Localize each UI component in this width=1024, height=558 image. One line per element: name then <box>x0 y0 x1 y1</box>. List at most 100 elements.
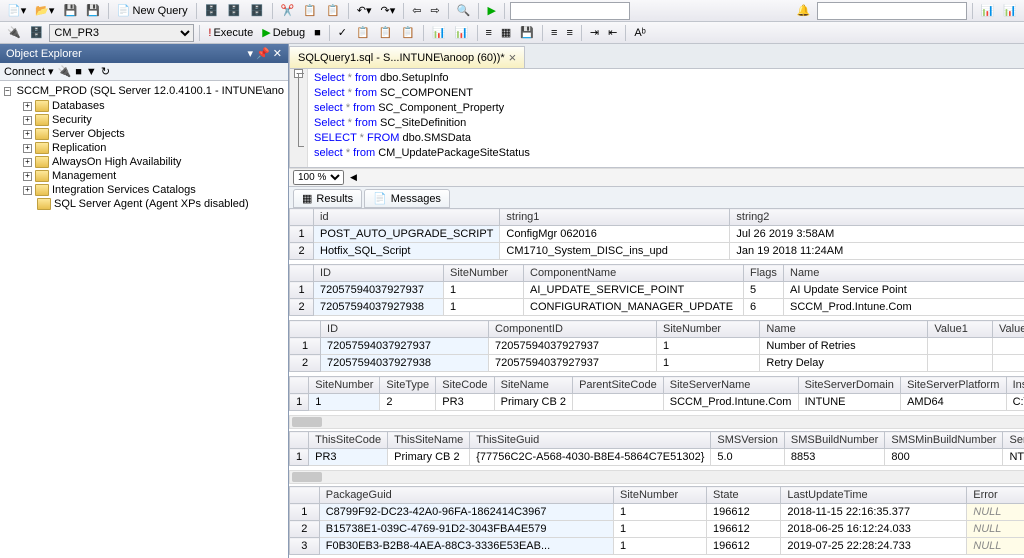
messages-tab[interactable]: 📄 Messages <box>364 189 450 208</box>
open-icon[interactable]: 📂▾ <box>32 3 57 18</box>
query-options-icon[interactable]: 📋 <box>376 25 396 40</box>
cut-icon[interactable]: ✂️ <box>278 3 298 18</box>
table-row[interactable]: 2B15738E1-039C-4769-91D2-3043FBA4E579119… <box>290 521 1024 538</box>
stop-icon[interactable]: ■ <box>75 66 82 78</box>
object-explorer-panel: Object Explorer ▾ 📌 ✕ Connect ▾ 🔌 ■ ▼ ↻ … <box>0 44 289 558</box>
new-query-button[interactable]: 📄 New Query <box>114 3 191 18</box>
result-grid: ThisSiteCodeThisSiteNameThisSiteGuidSMSV… <box>289 431 1024 466</box>
registered-servers-icon[interactable]: 📊 <box>978 3 998 18</box>
refresh-icon[interactable]: ↻ <box>101 65 110 78</box>
tree-node[interactable]: SQL Server Agent (Agent XPs disabled) <box>2 197 286 211</box>
table-row[interactable]: 112PR3Primary CB 2SCCM_Prod.Intune.ComIN… <box>290 394 1024 411</box>
table-row[interactable]: 1PR3Primary CB 2{77756C2C-A568-4030-B8E4… <box>290 449 1024 466</box>
activity-icon[interactable]: 🔔 <box>794 3 814 18</box>
folder-icon <box>35 100 49 112</box>
sql-editor[interactable]: − Select * from dbo.SetupInfoSelect * fr… <box>289 68 1024 168</box>
table-row[interactable]: 272057594037927938720575940379279371Retr… <box>290 355 1024 372</box>
folder-icon <box>35 142 49 154</box>
db-icon-3[interactable]: 🗄️ <box>247 3 267 18</box>
results-area: idstring1string21POST_AUTO_UPGRADE_SCRIP… <box>289 208 1024 558</box>
table-row[interactable]: 1POST_AUTO_UPGRADE_SCRIPTConfigMgr 06201… <box>290 226 1024 243</box>
query-tab[interactable]: SQLQuery1.sql - S...INTUNE\anoop (60))* … <box>289 46 525 68</box>
db-icon-1[interactable]: 🗄️ <box>202 3 222 18</box>
folder-icon <box>35 114 49 126</box>
include-stats-icon[interactable]: 📊 <box>452 25 472 40</box>
folder-icon <box>35 170 49 182</box>
connect-button[interactable]: Connect ▾ <box>4 65 54 78</box>
hscrollbar[interactable] <box>289 415 1024 429</box>
debug-button[interactable]: ▶ Debug <box>259 25 308 40</box>
result-grid: IDSiteNumberComponentNameFlagsName172057… <box>289 264 1024 316</box>
db-icon-2[interactable]: 🗄️ <box>224 3 244 18</box>
intellisense-icon[interactable]: 📋 <box>398 25 418 40</box>
main-toolbar-2: 🔌 🗄️ CM_PR3 ! Execute ▶ Debug ■ ✓ 📋 📋 📋 … <box>0 22 1024 44</box>
tree-node[interactable]: +Server Objects <box>2 127 286 141</box>
table-row[interactable]: 2Hotfix_SQL_ScriptCM1710_System_DISC_ins… <box>290 243 1024 260</box>
cancel-exec-icon[interactable]: ■ <box>311 26 324 40</box>
est-plan-icon[interactable]: 📋 <box>353 25 373 40</box>
tree-node[interactable]: +Integration Services Catalogs <box>2 183 286 197</box>
close-tab-icon[interactable]: × <box>509 50 517 65</box>
table-row[interactable]: 2720575940379279381CONFIGURATION_MANAGER… <box>290 299 1024 316</box>
table-row[interactable]: 3F0B30EB3-B2B8-4AEA-88C3-3336E53EAB...11… <box>290 538 1024 555</box>
copy-icon[interactable]: 📋 <box>300 3 320 18</box>
main-toolbar-1: 📄▾ 📂▾ 💾 💾 📄 New Query 🗄️ 🗄️ 🗄️ ✂️ 📋 📋 ↶▾… <box>0 0 1024 22</box>
redo-icon[interactable]: ↷▾ <box>378 3 399 18</box>
table-row[interactable]: 1C8799F92-DC23-42A0-96FA-1862414C3967119… <box>290 504 1024 521</box>
editor-tab-bar: SQLQuery1.sql - S...INTUNE\anoop (60))* … <box>289 44 1024 68</box>
obj-explorer-icon[interactable]: 📊 <box>1000 3 1020 18</box>
pin-icon[interactable]: ▾ 📌 <box>247 48 269 60</box>
result-grid: IDComponentIDSiteNumberNameValue1Value2V… <box>289 320 1024 372</box>
results-tab-bar: ▦ Results 📄 Messages <box>289 186 1024 208</box>
results-text-icon[interactable]: ≡ <box>483 26 495 40</box>
save-all-icon[interactable]: 💾 <box>83 3 103 18</box>
filter-icon[interactable]: ▼ <box>86 66 97 78</box>
outdent-icon[interactable]: ⇤ <box>605 25 620 40</box>
object-explorer-title: Object Explorer ▾ 📌 ✕ <box>0 44 288 63</box>
find-icon[interactable]: 🔍 <box>454 3 474 18</box>
disconnect-icon[interactable]: 🔌 <box>58 65 72 78</box>
tree-node[interactable]: +Replication <box>2 141 286 155</box>
server-node[interactable]: − SCCM_PROD (SQL Server 12.0.4100.1 - IN… <box>2 83 286 99</box>
comment-icon[interactable]: ≡ <box>548 26 560 40</box>
editor-pane: SQLQuery1.sql - S...INTUNE\anoop (60))* … <box>289 44 1024 558</box>
scroll-left-icon[interactable]: ◀ <box>350 172 357 183</box>
table-row[interactable]: 1720575940379279371AI_UPDATE_SERVICE_POI… <box>290 282 1024 299</box>
connect-toolbar: Connect ▾ 🔌 ■ ▼ ↻ <box>0 63 288 81</box>
results-file-icon[interactable]: 💾 <box>517 25 537 40</box>
tree-node[interactable]: +Databases <box>2 99 286 113</box>
parse-icon[interactable]: ✓ <box>335 25 350 40</box>
include-plan-icon[interactable]: 📊 <box>429 25 449 40</box>
zoom-select[interactable]: 100 % <box>293 170 344 185</box>
table-row[interactable]: 172057594037927937720575940379279371Numb… <box>290 338 1024 355</box>
execute-button[interactable]: ! Execute <box>205 26 256 40</box>
results-tab[interactable]: ▦ Results <box>293 189 362 208</box>
folder-icon <box>35 184 49 196</box>
tree-node[interactable]: +Security <box>2 113 286 127</box>
search-box-2[interactable] <box>817 2 967 20</box>
results-grid-icon[interactable]: ▦ <box>498 25 514 40</box>
tree-node[interactable]: +Management <box>2 169 286 183</box>
result-grid: SiteNumberSiteTypeSiteCodeSiteNameParent… <box>289 376 1024 411</box>
undo-icon[interactable]: ↶▾ <box>354 3 375 18</box>
save-icon[interactable]: 💾 <box>60 3 80 18</box>
folder-icon <box>37 198 51 210</box>
nav-back-icon[interactable]: ⇦ <box>409 3 424 18</box>
new-project-icon[interactable]: 📄▾ <box>4 3 29 18</box>
nav-fwd-icon[interactable]: ⇨ <box>428 3 443 18</box>
available-db-icon[interactable]: 🗄️ <box>27 25 47 40</box>
change-connection-icon[interactable]: 🔌 <box>4 25 24 40</box>
zoom-bar: 100 % ◀ <box>289 168 1024 186</box>
server-tree: − SCCM_PROD (SQL Server 12.0.4100.1 - IN… <box>0 81 288 558</box>
tree-node[interactable]: +AlwaysOn High Availability <box>2 155 286 169</box>
indent-icon[interactable]: ⇥ <box>587 25 602 40</box>
uncomment-icon[interactable]: ≡ <box>563 26 575 40</box>
continue-icon[interactable]: ▶ <box>484 3 498 18</box>
search-box-1[interactable] <box>510 2 630 20</box>
hscrollbar[interactable] <box>289 470 1024 484</box>
folder-icon <box>35 128 49 140</box>
paste-icon[interactable]: 📋 <box>323 3 343 18</box>
close-panel-icon[interactable]: ✕ <box>273 48 282 60</box>
specify-values-icon[interactable]: Aᵇ <box>631 26 649 40</box>
database-select[interactable]: CM_PR3 <box>49 24 194 42</box>
